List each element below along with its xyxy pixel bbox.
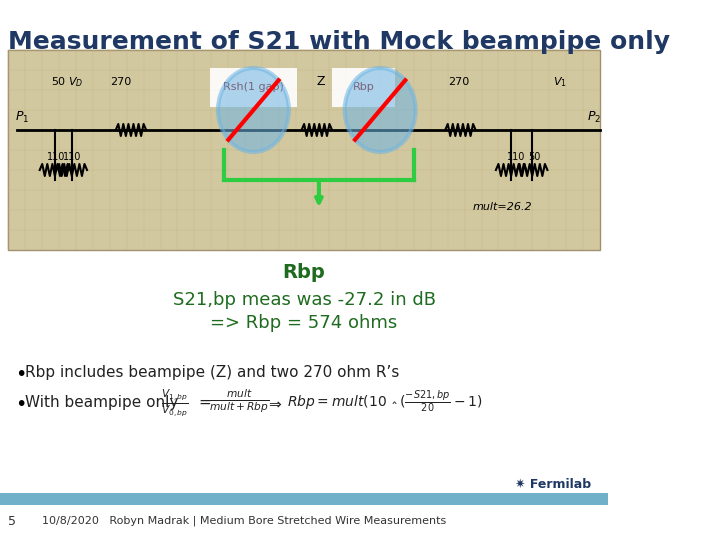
Text: Measurement of S21 with Mock beampipe only: Measurement of S21 with Mock beampipe on…: [9, 30, 670, 54]
Text: Rbp: Rbp: [283, 264, 325, 282]
Text: mult=26.2: mult=26.2: [473, 202, 533, 212]
FancyBboxPatch shape: [9, 50, 600, 250]
Text: Rbp includes beampipe (Z) and two 270 ohm R’s: Rbp includes beampipe (Z) and two 270 oh…: [25, 365, 400, 380]
Text: 50: 50: [528, 152, 541, 162]
Text: $V_1$: $V_1$: [554, 75, 567, 89]
Text: =: =: [199, 395, 211, 410]
FancyBboxPatch shape: [210, 68, 297, 107]
Text: 270: 270: [110, 77, 131, 87]
Circle shape: [218, 68, 289, 152]
Text: 10/8/2020   Robyn Madrak | Medium Bore Stretched Wire Measurements: 10/8/2020 Robyn Madrak | Medium Bore Str…: [42, 515, 446, 525]
Text: Rbp: Rbp: [352, 83, 374, 92]
Text: 5: 5: [9, 515, 17, 528]
Text: S21,bp meas was -27.2 in dB: S21,bp meas was -27.2 in dB: [173, 291, 436, 309]
Text: => Rbp = 574 ohms: => Rbp = 574 ohms: [210, 314, 397, 332]
Text: 110: 110: [507, 152, 526, 162]
Text: $\Rightarrow$: $\Rightarrow$: [266, 395, 283, 410]
Text: 270: 270: [448, 77, 469, 87]
Text: 50: 50: [50, 77, 65, 87]
Text: ✷ Fermilab: ✷ Fermilab: [516, 478, 591, 491]
Circle shape: [345, 68, 415, 152]
FancyBboxPatch shape: [162, 252, 446, 343]
Text: $P_2$: $P_2$: [587, 110, 601, 125]
Text: 110: 110: [63, 152, 82, 162]
Text: $\frac{V_{1,bp}}{V_{0,bp}}$: $\frac{V_{1,bp}}{V_{0,bp}}$: [161, 388, 188, 420]
Text: $\frac{mult}{mult+Rbp}$: $\frac{mult}{mult+Rbp}$: [209, 388, 269, 415]
Text: 110: 110: [47, 152, 65, 162]
Text: $P_1$: $P_1$: [15, 110, 30, 125]
Text: Z: Z: [317, 75, 325, 88]
FancyBboxPatch shape: [332, 68, 395, 107]
Text: With beampipe only: With beampipe only: [25, 395, 179, 410]
Text: Rsh(1 gap): Rsh(1 gap): [223, 83, 284, 92]
Text: $V_D$: $V_D$: [68, 75, 83, 89]
Text: •: •: [15, 365, 27, 384]
Text: •: •: [15, 395, 27, 414]
FancyBboxPatch shape: [0, 493, 608, 505]
Text: $Rbp = mult(10\hat{\quad}(\frac{-S21,bp}{20} - 1)$: $Rbp = mult(10\hat{\quad}(\frac{-S21,bp}…: [287, 388, 483, 414]
